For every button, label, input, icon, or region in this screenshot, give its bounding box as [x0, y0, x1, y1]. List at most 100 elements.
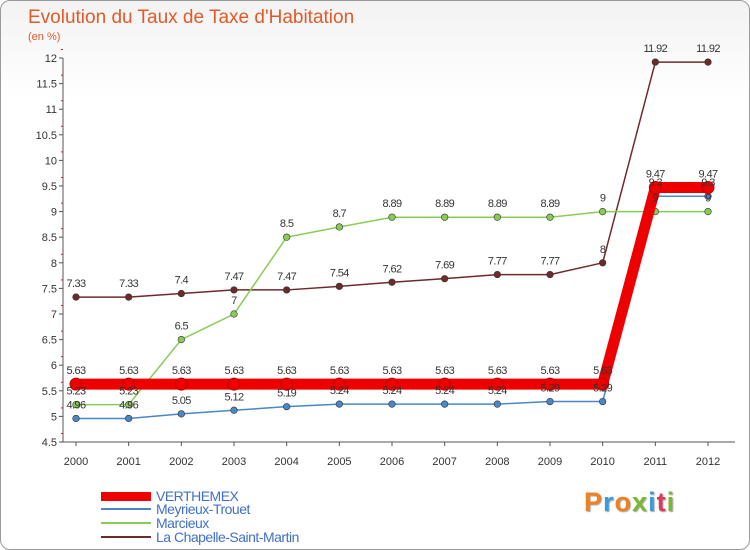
data-label: 5.63: [382, 365, 401, 377]
data-label: 5.12: [224, 391, 243, 403]
data-label: 11.92: [696, 43, 720, 55]
legend-swatch-marcieux: [101, 522, 151, 524]
data-label: 7.62: [382, 263, 401, 275]
chart-title: Evolution du Taux de Taxe d'Habitation: [28, 7, 355, 28]
legend-label: Marcieux: [156, 515, 209, 531]
data-point: [72, 414, 80, 423]
legend-label: Meyrieux-Trouet: [156, 501, 250, 517]
y-tick-label: 10.5: [36, 130, 57, 142]
data-label: 5.23: [119, 386, 138, 398]
data-point: [177, 289, 185, 298]
data-point: [335, 400, 343, 408]
data-label: 7.54: [330, 267, 349, 279]
data-point: [599, 397, 607, 406]
data-label: 7.77: [540, 256, 559, 268]
data-label: 5.63: [540, 365, 559, 377]
data-label: 9.47: [646, 169, 665, 181]
data-label: 5.63: [277, 365, 296, 377]
data-point: [546, 397, 554, 406]
data-label: 5.23: [66, 386, 85, 398]
data-label: 5.63: [330, 365, 349, 377]
data-label: 9: [653, 193, 659, 205]
x-tick-label: 2006: [380, 456, 404, 468]
data-point: [701, 181, 715, 195]
data-label: 11.92: [643, 43, 667, 55]
data-point: [493, 270, 501, 279]
data-label: 5.63: [119, 365, 138, 377]
data-label: 8.7: [333, 208, 347, 220]
data-label: 8.5: [280, 218, 294, 230]
x-tick-label: 2001: [116, 456, 140, 468]
x-tick-label: 2007: [432, 456, 456, 468]
x-tick-label: 2002: [169, 456, 193, 468]
data-label: 5.63: [488, 365, 507, 377]
x-tick-label: 2005: [327, 456, 351, 468]
data-point: [651, 58, 659, 66]
y-tick-label: 4.5: [42, 437, 57, 449]
y-tick-label: 9: [51, 207, 57, 219]
data-label: 9: [600, 193, 606, 205]
series-meyrieux-trouet: [72, 192, 712, 423]
data-label: 5.63: [66, 365, 85, 377]
data-point: [543, 377, 557, 391]
data-label: 5.29: [540, 383, 559, 395]
data-label: 9.3: [701, 177, 715, 189]
data-point: [388, 278, 396, 286]
data-point: [72, 401, 80, 409]
y-tick-label: 5.5: [42, 386, 57, 398]
y-tick-label: 6.5: [42, 335, 57, 347]
data-point: [599, 259, 607, 267]
data-point: [441, 275, 449, 283]
data-point: [704, 58, 712, 66]
legend-label: La Chapelle-Saint-Martin: [156, 529, 299, 545]
data-point: [704, 208, 712, 216]
data-point: [332, 377, 346, 391]
data-label: 7.4: [175, 275, 189, 287]
data-label: 9.47: [698, 169, 717, 181]
y-tick-label: 9.5: [42, 181, 57, 193]
x-tick-label: 2003: [222, 456, 246, 468]
data-point: [177, 336, 185, 344]
data-label: 9.3: [649, 177, 663, 189]
data-point: [441, 213, 449, 221]
data-point: [174, 377, 188, 391]
data-label: 5.24: [488, 385, 507, 397]
data-point: [648, 181, 662, 195]
x-tick-label: 2000: [64, 456, 88, 468]
data-point: [596, 377, 610, 391]
series-line-la-chapelle-saint-martin: [76, 61, 708, 298]
data-label: 8.89: [540, 198, 559, 210]
x-tick-label: 2011: [644, 456, 668, 468]
data-label: 5.24: [330, 385, 349, 397]
data-point: [283, 403, 291, 411]
y-tick-label: 8: [51, 258, 57, 270]
data-point: [283, 286, 291, 294]
data-label: 4.96: [119, 399, 138, 411]
y-tick-label: 5: [51, 411, 57, 423]
x-tick-label: 2004: [274, 456, 298, 468]
data-label: 5.63: [172, 365, 191, 377]
data-point: [388, 400, 396, 408]
series-verthemex: [69, 181, 715, 391]
x-tick-label: 2008: [485, 456, 509, 468]
data-point: [227, 377, 241, 391]
y-tick-label: 7.5: [42, 283, 57, 295]
legend-label: VERTHEMEX: [156, 488, 239, 504]
data-label: 4.96: [66, 399, 85, 411]
x-tick-label: 2009: [538, 456, 562, 468]
data-point: [546, 270, 554, 279]
series-marcieux: [72, 208, 712, 409]
data-point: [122, 377, 136, 391]
y-tick-label: 6: [51, 360, 57, 372]
y-tick-label: 11: [46, 104, 57, 116]
data-point: [230, 406, 238, 414]
data-point: [280, 377, 294, 391]
data-point: [438, 377, 452, 391]
data-label: 7.47: [277, 271, 296, 283]
data-label: 6.5: [175, 321, 189, 333]
data-point: [230, 286, 238, 294]
data-label: 5.63: [435, 365, 454, 377]
data-label: 7.77: [488, 256, 507, 268]
